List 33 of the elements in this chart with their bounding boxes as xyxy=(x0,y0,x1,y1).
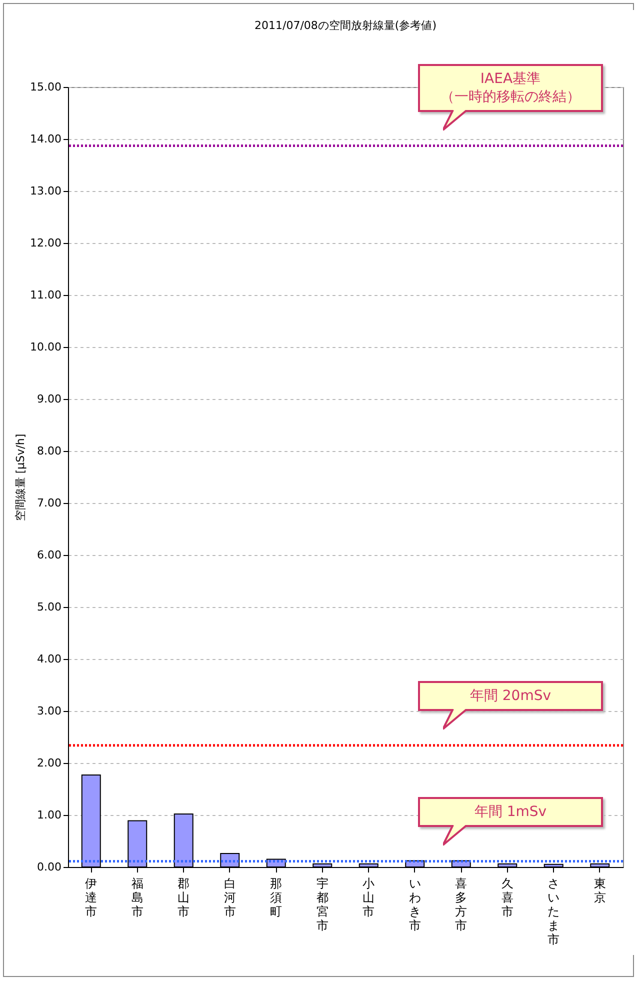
y-tick-label: 0.00 xyxy=(37,860,62,874)
x-tick-label: さいたま市 xyxy=(548,876,560,946)
y-tick-label: 6.00 xyxy=(37,548,62,562)
x-tick-label: 小山市 xyxy=(362,876,375,918)
x-tick-label: 喜多方市 xyxy=(455,876,468,932)
y-tick-label: 15.00 xyxy=(30,80,62,94)
y-tick-label: 11.00 xyxy=(30,288,62,302)
y-tick-label: 7.00 xyxy=(37,496,62,510)
ref-line-label: 年間 1mSv xyxy=(473,803,548,822)
y-tick-label: 8.00 xyxy=(37,444,62,458)
x-tick-label: 郡山市 xyxy=(178,876,190,918)
x-tick-label: いわき市 xyxy=(408,876,421,932)
y-tick-label: 4.00 xyxy=(37,652,62,666)
y-tick-label: 10.00 xyxy=(30,340,62,354)
y-tick-label: 3.00 xyxy=(37,704,62,718)
y-tick-label: 9.00 xyxy=(37,392,62,406)
x-tick-label: 福島市 xyxy=(131,876,144,918)
ref-line-label: IAEA基準（一時的移転の終結） xyxy=(440,70,582,106)
y-tick-label: 14.00 xyxy=(30,132,62,146)
x-tick-label: 東京 xyxy=(594,876,606,904)
x-tick-label: 伊達市 xyxy=(85,876,98,918)
y-axis-title: 空間線量 [μSv/h] xyxy=(14,434,28,522)
y-tick-label: 13.00 xyxy=(30,184,62,198)
y-tick-label: 5.00 xyxy=(37,600,62,614)
x-tick-label: 那須町 xyxy=(270,876,282,918)
x-tick-label: 白河市 xyxy=(224,876,236,918)
chart-title: 2011/07/08の空間放射線量(参考値) xyxy=(254,19,436,32)
ref-line-label: 年間 20mSv xyxy=(468,687,552,706)
y-tick-label: 2.00 xyxy=(37,756,62,770)
x-tick-label: 久喜市 xyxy=(501,876,514,918)
x-tick-label: 宇都宮市 xyxy=(316,876,328,932)
y-tick-label: 12.00 xyxy=(30,236,62,250)
y-tick-label: 1.00 xyxy=(37,808,62,822)
